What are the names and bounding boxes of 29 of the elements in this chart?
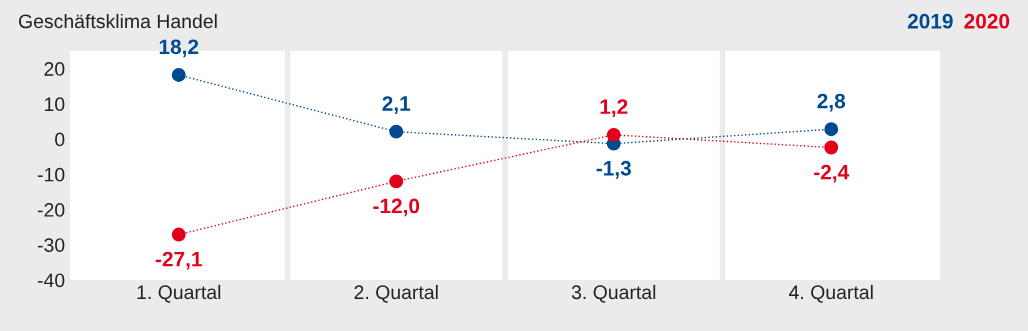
data-label: 2,1 [382, 96, 411, 114]
y-tick-label: -40 [37, 273, 65, 288]
y-tick-label: 20 [44, 62, 65, 76]
text: 2019 [907, 13, 953, 29]
data-label: 1,2 [600, 99, 628, 118]
y-tick-label: -20 [37, 203, 65, 217]
data-label: -2,4 [814, 164, 850, 183]
point [389, 174, 404, 189]
data-label: -1,3 [596, 160, 631, 179]
point [824, 122, 839, 137]
y-tick-label: -30 [37, 238, 65, 253]
y-tick-label: 10 [45, 97, 65, 112]
y-tick-label: -10 [37, 167, 65, 182]
text: 2020 [964, 13, 1010, 29]
data-label: -27,1 [155, 251, 202, 270]
y-tick-label: 0 [55, 132, 65, 147]
x-tick-label: 1. Quartal [137, 284, 221, 303]
point [606, 127, 621, 142]
data-label: 2,8 [817, 93, 846, 112]
x-tick-label: 4. Quartal [789, 284, 873, 303]
x-tick-label: 3. Quartal [571, 284, 656, 303]
point [389, 124, 404, 139]
chart-title: Geschäftsklima Handel [18, 13, 217, 29]
x-tick-label: 2. Quartal [354, 284, 438, 303]
point [171, 68, 186, 82]
point [824, 140, 839, 155]
data-label: 18,2 [159, 39, 199, 58]
data-label: -12,0 [373, 198, 420, 217]
point [171, 227, 186, 242]
